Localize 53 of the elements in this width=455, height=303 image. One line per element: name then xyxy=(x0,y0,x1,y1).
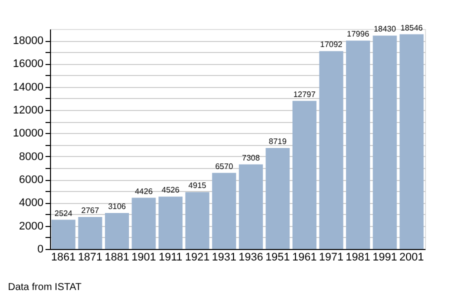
data-label: 4526 xyxy=(162,186,180,195)
data-label: 4915 xyxy=(188,181,207,190)
y-tick-label: 16000 xyxy=(12,58,44,70)
x-tick-label: 1936 xyxy=(238,252,264,264)
data-label: 2524 xyxy=(54,208,73,218)
x-tick-label: 1911 xyxy=(158,252,182,264)
x-tick-label: 1951 xyxy=(265,252,290,264)
y-tick-label: 14000 xyxy=(12,81,44,94)
x-tick-label: 1861 xyxy=(51,252,76,264)
x-tick-label: 1991 xyxy=(372,252,398,264)
data-label: 4426 xyxy=(134,186,154,196)
x-tick-label: 1961 xyxy=(292,252,317,264)
x-tick-label: 1921 xyxy=(185,252,210,264)
bar xyxy=(346,40,370,249)
bar xyxy=(51,220,76,249)
x-tick-label: 2001 xyxy=(399,252,424,264)
y-tick-label: 8000 xyxy=(19,150,44,163)
bar xyxy=(78,216,102,249)
bar xyxy=(400,34,424,249)
y-tick-label: 12000 xyxy=(12,104,44,117)
data-label: 18430 xyxy=(374,24,396,34)
bar xyxy=(185,192,210,249)
x-tick-label: 1931 xyxy=(212,252,236,264)
y-tick-label: 0 xyxy=(37,244,44,256)
bar xyxy=(132,198,156,249)
y-tick-label: 10000 xyxy=(12,128,44,140)
data-label: 8719 xyxy=(268,137,288,146)
y-tick-label: 6000 xyxy=(19,174,44,186)
bar xyxy=(319,51,344,249)
bar xyxy=(238,164,263,249)
data-label: 12797 xyxy=(293,90,316,99)
y-tick-label: 4000 xyxy=(19,197,44,210)
text: Data from ISTAT xyxy=(8,282,82,293)
bar xyxy=(104,213,129,249)
data-label: 18546 xyxy=(400,23,424,32)
bar xyxy=(266,148,290,249)
x-tick-label: 1871 xyxy=(78,252,102,264)
bar xyxy=(292,100,316,249)
data-label: 2767 xyxy=(81,206,100,215)
data-label: 17092 xyxy=(320,40,343,50)
x-tick-label: 1981 xyxy=(346,252,370,264)
y-tick-label: 2000 xyxy=(19,220,44,232)
bar xyxy=(372,36,397,249)
data-label: 7308 xyxy=(242,153,260,162)
data-label: 6570 xyxy=(215,162,234,171)
data-label: 3106 xyxy=(108,202,126,212)
bar xyxy=(158,196,183,249)
y-tick-label: 18000 xyxy=(12,35,44,48)
data-label: 17996 xyxy=(346,30,370,39)
x-tick-label: 1971 xyxy=(319,252,344,264)
x-tick-label: 1901 xyxy=(132,252,156,264)
x-tick-label: 1881 xyxy=(104,252,130,264)
bar xyxy=(212,172,236,249)
